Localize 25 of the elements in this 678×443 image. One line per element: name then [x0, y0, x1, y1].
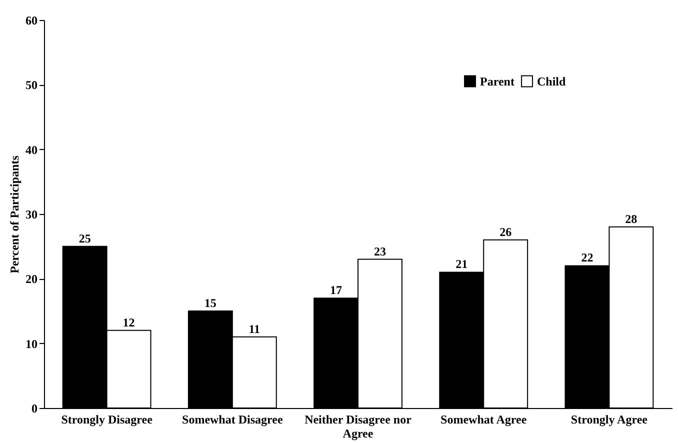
data-label: 22 [581, 250, 594, 265]
legend-label: Child [537, 74, 566, 88]
data-label: 25 [78, 231, 91, 246]
y-axis-title: Percent of Participants [8, 155, 22, 274]
x-tick-label: Strongly Disagree [61, 412, 154, 426]
y-tick-label: 50 [26, 78, 38, 92]
x-tick-label: Somewhat Disagree [182, 412, 284, 426]
y-tick-label: 10 [26, 336, 38, 351]
y-tick-label: 20 [26, 272, 38, 286]
data-label: 12 [122, 315, 135, 330]
data-label: 17 [330, 283, 342, 298]
data-label: 28 [625, 212, 638, 226]
x-tick-label: Somewhat Agree [440, 412, 528, 426]
data-label: 11 [248, 322, 260, 336]
y-tick-label: 60 [26, 14, 38, 28]
data-label: 23 [374, 244, 386, 258]
x-tick-label: Neither Disagree nor Agree [304, 412, 412, 440]
x-tick-label: Strongly Agree [570, 412, 648, 426]
y-tick-label: 0 [32, 402, 38, 416]
y-tick-label: 30 [26, 208, 38, 222]
legend-label: Parent [480, 74, 514, 88]
y-tick-label: 40 [26, 142, 38, 157]
data-label: 21 [456, 257, 468, 272]
data-label: 15 [204, 296, 216, 310]
data-label: 26 [500, 224, 512, 239]
